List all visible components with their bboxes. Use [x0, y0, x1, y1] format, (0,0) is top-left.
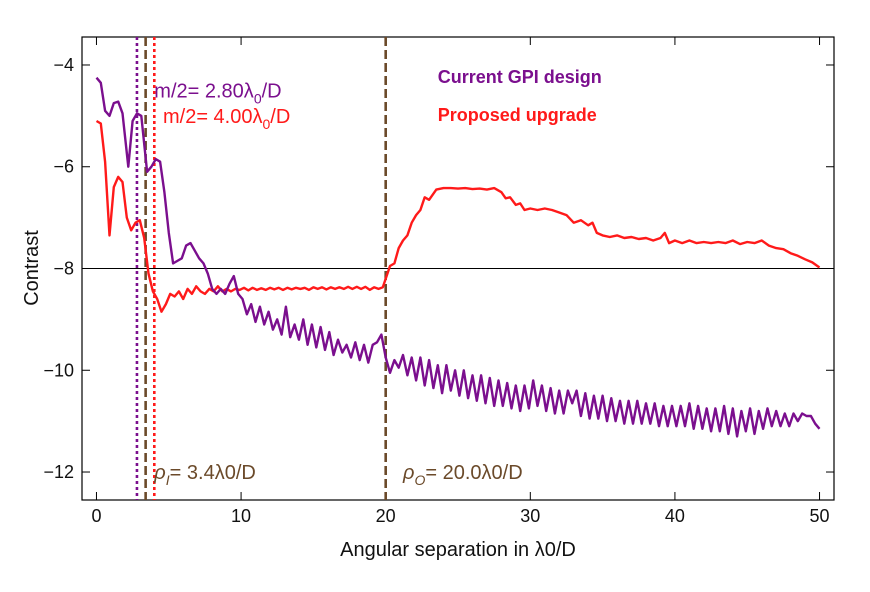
annotation-inner-radius: ρI= 3.4λ0/D — [153, 462, 256, 488]
x-tick-label-30: 30 — [520, 506, 540, 526]
annotation-proposed-mask-sub: 0 — [263, 116, 271, 132]
legend-current-gpi: Current GPI design — [438, 67, 602, 87]
series-line-proposed-upgrade — [95, 119, 821, 313]
x-axis-tick-labels: 0 10 20 30 40 50 — [91, 506, 829, 526]
annotation-proposed-mask-prefix: m/2= 4.00λ — [163, 106, 263, 128]
annotation-inner-radius-sub: I — [166, 472, 170, 488]
x-tick-label-10: 10 — [231, 506, 251, 526]
x-tick-label-40: 40 — [665, 506, 685, 526]
annotation-outer-radius-prefix: ρ — [402, 462, 414, 484]
series-line-current-gpi — [95, 76, 821, 438]
y-axis-tick-labels: −4 −6 −8 −10 −12 — [43, 55, 74, 482]
annotation-current-mask-sub: 0 — [254, 90, 262, 106]
y-tick-label-minus10: −10 — [43, 360, 74, 380]
annotation-outer-radius: ρO= 20.0λ0/D — [402, 462, 523, 488]
x-axis-label: Angular separation in λ0/D — [340, 539, 576, 561]
legend-proposed-upgrade: Proposed upgrade — [438, 105, 597, 125]
x-tick-label-50: 50 — [810, 506, 830, 526]
y-axis-label: Contrast — [21, 230, 43, 306]
annotation-outer-radius-sub: O — [415, 472, 426, 488]
annotation-current-mask-suffix: /D — [262, 80, 282, 102]
y-tick-label-minus4: −4 — [53, 55, 74, 75]
annotation-proposed-mask: m/2= 4.00λ0/D — [163, 106, 290, 132]
y-tick-label-minus8: −8 — [53, 259, 74, 279]
y-tick-label-minus6: −6 — [53, 157, 74, 177]
annotation-inner-radius-suffix: = 3.4λ0/D — [170, 462, 256, 484]
annotation-current-mask-prefix: m/2= 2.80λ — [154, 80, 254, 102]
annotation-current-mask: m/2= 2.80λ0/D — [154, 80, 281, 106]
annotation-inner-radius-prefix: ρ — [153, 462, 165, 484]
annotation-outer-radius-suffix: = 20.0λ0/D — [425, 462, 522, 484]
x-tick-label-20: 20 — [376, 506, 396, 526]
y-tick-label-minus12: −12 — [43, 462, 74, 482]
annotation-proposed-mask-suffix: /D — [270, 106, 290, 128]
x-tick-label-0: 0 — [91, 506, 101, 526]
